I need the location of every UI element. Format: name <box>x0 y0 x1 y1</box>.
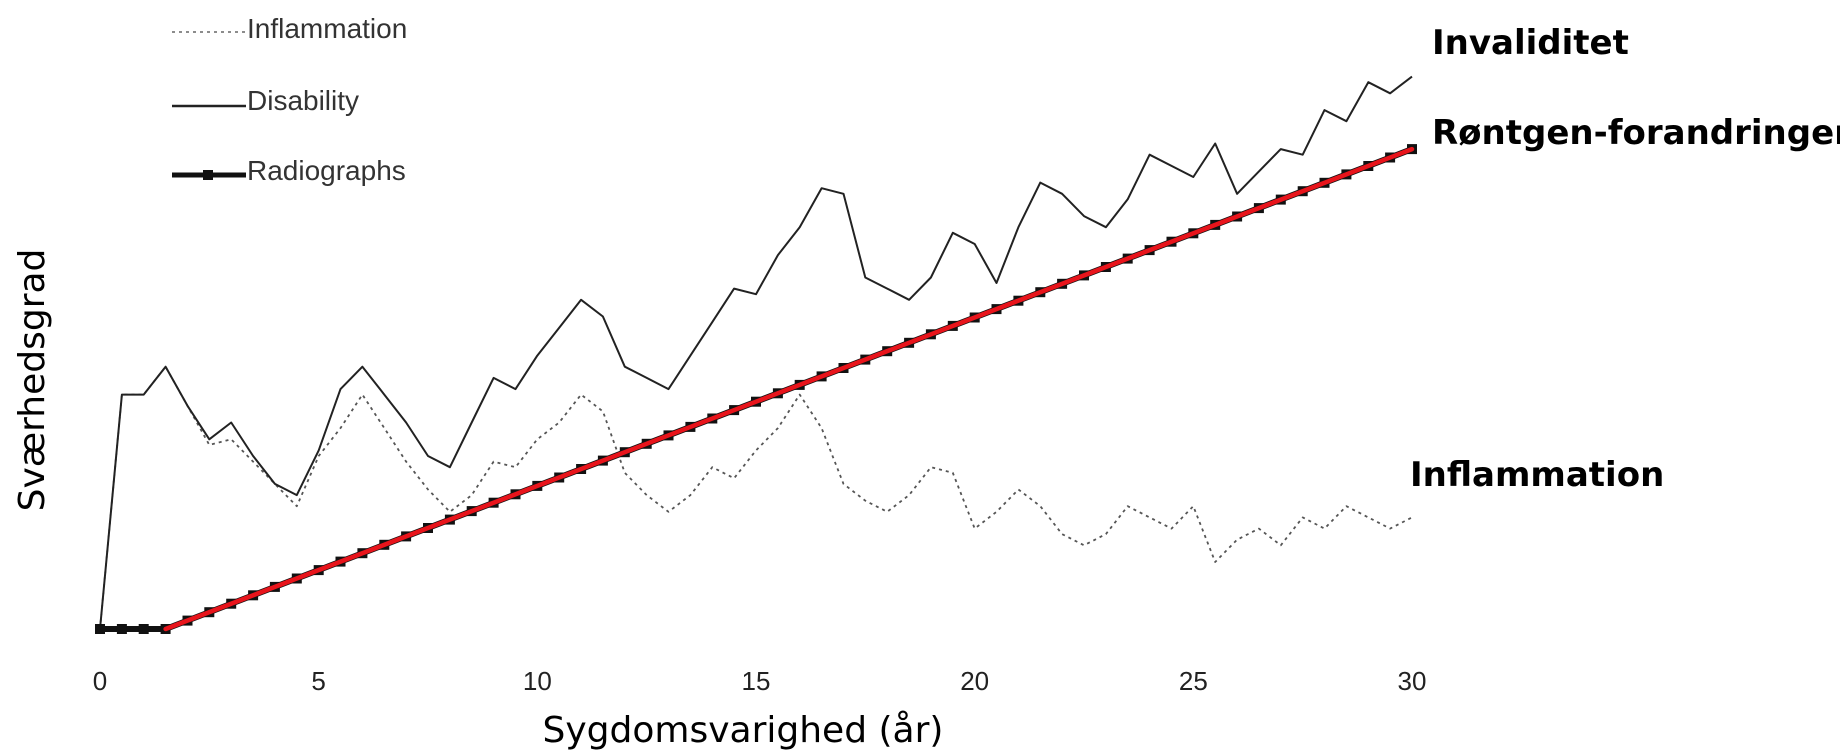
x-tick-label: 0 <box>93 666 107 696</box>
legend-label-radiographs: Radiographs <box>247 155 406 186</box>
x-tick-label: 5 <box>311 666 325 696</box>
x-tick-label: 10 <box>523 666 552 696</box>
series-marker-radiographs <box>95 624 105 634</box>
series-marker-radiographs <box>138 624 149 634</box>
x-tick-label: 30 <box>1398 666 1427 696</box>
legend-item-radiographs: Radiographs <box>172 155 406 186</box>
label-rontgen-forandringer: Røntgen-forandringer <box>1432 113 1840 153</box>
legend-marker-radiographs <box>203 170 213 180</box>
plot-area <box>95 75 1417 634</box>
series-line-disability <box>99 75 1413 630</box>
series-line-inflammation <box>99 365 1413 630</box>
legend: Inflammation Disability Radiographs <box>172 13 407 186</box>
label-invaliditet: Invaliditet <box>1432 23 1629 63</box>
x-tick-label: 25 <box>1179 666 1208 696</box>
x-tick-label: 20 <box>960 666 989 696</box>
legend-label-disability: Disability <box>247 85 359 116</box>
legend-label-inflammation: Inflammation <box>247 13 407 44</box>
series-overlay-radiographs <box>163 146 1415 632</box>
x-axis-ticks: 0 5 10 15 20 25 30 <box>93 666 1427 696</box>
legend-item-disability: Disability <box>172 85 359 116</box>
y-axis-title: Sværhedsgrad <box>12 249 53 512</box>
series-marker-radiographs <box>116 624 127 634</box>
legend-item-inflammation: Inflammation <box>172 13 407 44</box>
label-inflammation: Inflammation <box>1410 455 1664 495</box>
x-tick-label: 15 <box>742 666 771 696</box>
x-axis-title: Sygdomsvarighed (år) <box>543 710 944 751</box>
